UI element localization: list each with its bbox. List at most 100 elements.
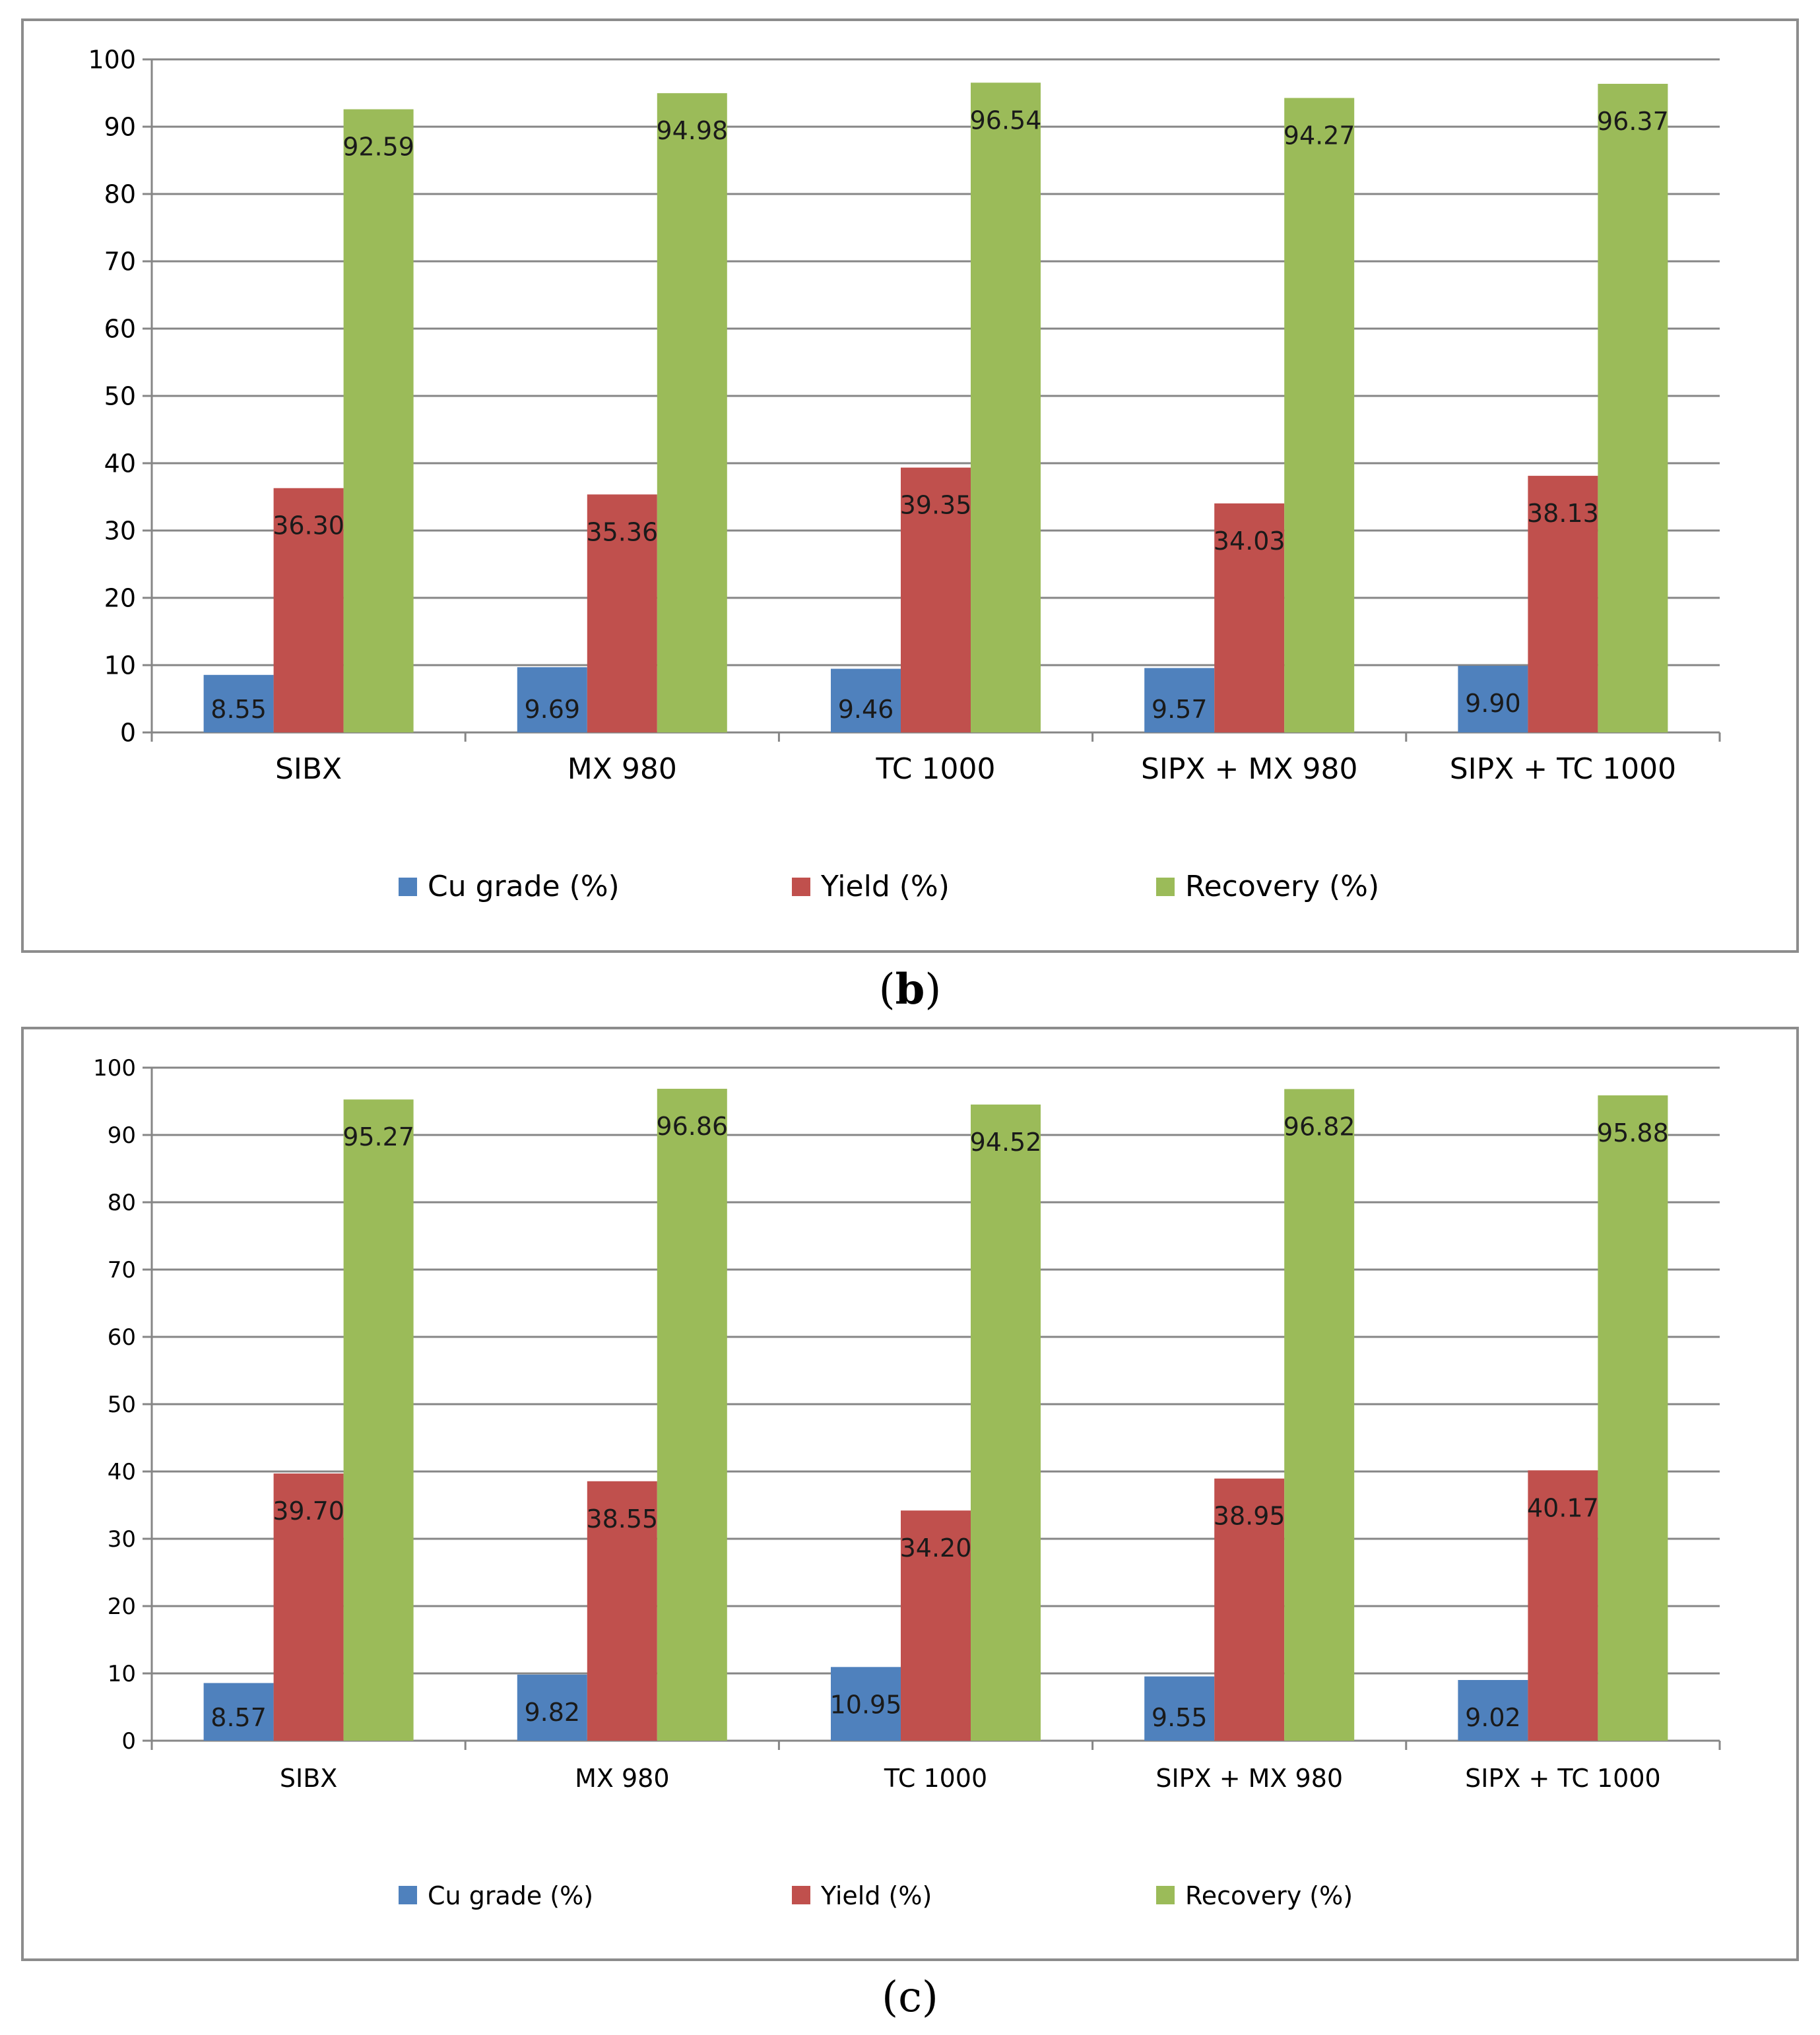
data-label-cu: 9.46 [838, 695, 894, 724]
y-tick-label: 100 [93, 1055, 136, 1082]
y-tick-label: 40 [104, 449, 136, 478]
bar-recovery-4 [1598, 1095, 1668, 1741]
y-tick-label: 40 [108, 1459, 136, 1485]
panel-letter-b: b [895, 965, 925, 1014]
category-label: SIPX + TC 1000 [1450, 752, 1676, 786]
bar-yield-4 [1528, 1470, 1598, 1741]
data-label-recovery: 94.52 [970, 1128, 1042, 1157]
bar-cu-2 [831, 1667, 901, 1741]
data-label-recovery: 92.59 [342, 133, 414, 162]
chart-panel-b: 0 10 20 30 40 50 60 70 80 90 100 8.55 36.30 92.59 SIBX… [21, 18, 1799, 953]
bar-yield-4 [1528, 476, 1598, 732]
data-label-recovery: 95.88 [1597, 1118, 1669, 1147]
bar-recovery-2 [971, 1104, 1041, 1741]
panel-label-b: (b) [878, 965, 942, 1014]
bar-recovery-0 [343, 1099, 414, 1741]
bar-yield-1 [587, 1481, 657, 1741]
data-label-cu: 9.57 [1152, 695, 1208, 724]
data-label-cu: 8.55 [211, 695, 267, 724]
bar-chart-b: 0 10 20 30 40 50 60 70 80 90 100 8.55 36.30 92.59 SIBX… [88, 46, 1721, 903]
y-tick-label: 100 [88, 46, 136, 75]
legend-swatch-yield [792, 878, 810, 896]
category-label: MX 980 [575, 1764, 669, 1793]
y-tick-label: 80 [108, 1190, 136, 1216]
bar-yield-3 [1214, 503, 1285, 732]
y-tick-label: 20 [108, 1594, 136, 1620]
legend-label-recovery: Recovery (%) [1185, 870, 1379, 903]
y-tick-label: 10 [104, 651, 136, 680]
bar-yield-1 [587, 494, 657, 732]
y-tick-label: 30 [108, 1526, 136, 1553]
y-tick-label: 30 [104, 517, 136, 546]
y-tick-label: 10 [108, 1661, 136, 1687]
bar-cu-0 [203, 674, 274, 732]
category-label: TC 1000 [876, 752, 996, 786]
y-tick-label: 60 [104, 315, 136, 344]
data-label-yield: 38.55 [586, 1504, 658, 1534]
category-label: TC 1000 [884, 1764, 987, 1793]
category-label: MX 980 [568, 752, 677, 786]
data-label-recovery: 95.27 [342, 1122, 414, 1151]
legend-label-cu: Cu grade (%) [428, 1881, 593, 1910]
legend-label-yield: Yield (%) [820, 870, 950, 903]
data-label-cu: 9.90 [1465, 689, 1521, 718]
bar-recovery-1 [657, 93, 727, 733]
data-label-cu: 10.95 [830, 1690, 902, 1719]
legend-swatch-cu [399, 878, 417, 896]
bar-recovery-0 [343, 109, 414, 732]
bar-yield-2 [901, 467, 971, 732]
bar-yield-3 [1214, 1478, 1285, 1741]
panel-letter-c: c [898, 1973, 922, 2022]
data-label-recovery: 96.82 [1284, 1112, 1355, 1141]
bar-cu-3 [1144, 668, 1215, 732]
data-label-cu: 9.69 [524, 695, 580, 724]
y-tick-label: 90 [104, 113, 136, 142]
data-label-recovery: 96.54 [970, 106, 1042, 135]
bar-cu-1 [517, 1674, 587, 1741]
data-label-yield: 36.30 [273, 511, 344, 540]
category-label: SIBX [280, 1764, 337, 1793]
bar-recovery-3 [1284, 1089, 1355, 1741]
category-label: SIPX + TC 1000 [1465, 1764, 1661, 1793]
data-label-recovery: 94.98 [656, 116, 728, 145]
bar-cu-4 [1458, 666, 1528, 732]
y-tick-label: 20 [104, 584, 136, 613]
y-tick-label: 50 [108, 1392, 136, 1418]
data-label-yield: 38.13 [1527, 499, 1599, 528]
y-tick-label: 80 [104, 180, 136, 209]
data-label-yield: 40.17 [1527, 1493, 1599, 1522]
data-label-yield: 34.03 [1214, 527, 1285, 556]
data-label-yield: 34.20 [900, 1534, 972, 1563]
bar-cu-1 [517, 667, 587, 732]
legend-label-recovery: Recovery (%) [1185, 1881, 1353, 1910]
legend-swatch-cu [399, 1886, 417, 1904]
bar-recovery-3 [1284, 98, 1355, 733]
bar-recovery-1 [657, 1089, 727, 1741]
bar-yield-0 [273, 1473, 344, 1741]
bar-cu-3 [1144, 1676, 1215, 1741]
legend-label-yield: Yield (%) [820, 1881, 932, 1910]
bar-cu-2 [831, 668, 901, 732]
data-label-yield: 38.95 [1214, 1502, 1285, 1531]
data-label-yield: 35.36 [586, 517, 658, 546]
panel-label-c: (c) [882, 1973, 938, 2022]
y-tick-label: 90 [108, 1122, 136, 1149]
bar-yield-2 [901, 1510, 971, 1741]
category-label: SIBX [275, 752, 342, 786]
data-label-cu: 9.82 [524, 1698, 580, 1727]
y-tick-label: 50 [104, 382, 136, 411]
y-tick-label: 60 [108, 1324, 136, 1351]
data-label-cu: 9.02 [1465, 1703, 1521, 1732]
y-tick-label: 0 [120, 719, 136, 748]
bar-cu-4 [1458, 1679, 1528, 1741]
legend-label-cu: Cu grade (%) [428, 870, 620, 903]
bar-recovery-2 [971, 82, 1041, 733]
category-label: SIPX + MX 980 [1155, 1764, 1343, 1793]
legend-swatch-yield [792, 1886, 810, 1904]
data-label-recovery: 96.86 [656, 1112, 728, 1141]
y-tick-label: 70 [108, 1257, 136, 1283]
chart-panel-c: 0 10 20 30 40 50 60 70 80 90 100 8.57 39.70 95.27 SIBX… [21, 1027, 1799, 1961]
y-tick-label: 0 [121, 1728, 136, 1755]
legend-swatch-recovery [1156, 878, 1175, 896]
bar-chart-c: 0 10 20 30 40 50 60 70 80 90 100 8.57 39.70 95.27 SIBX… [93, 1055, 1721, 1910]
